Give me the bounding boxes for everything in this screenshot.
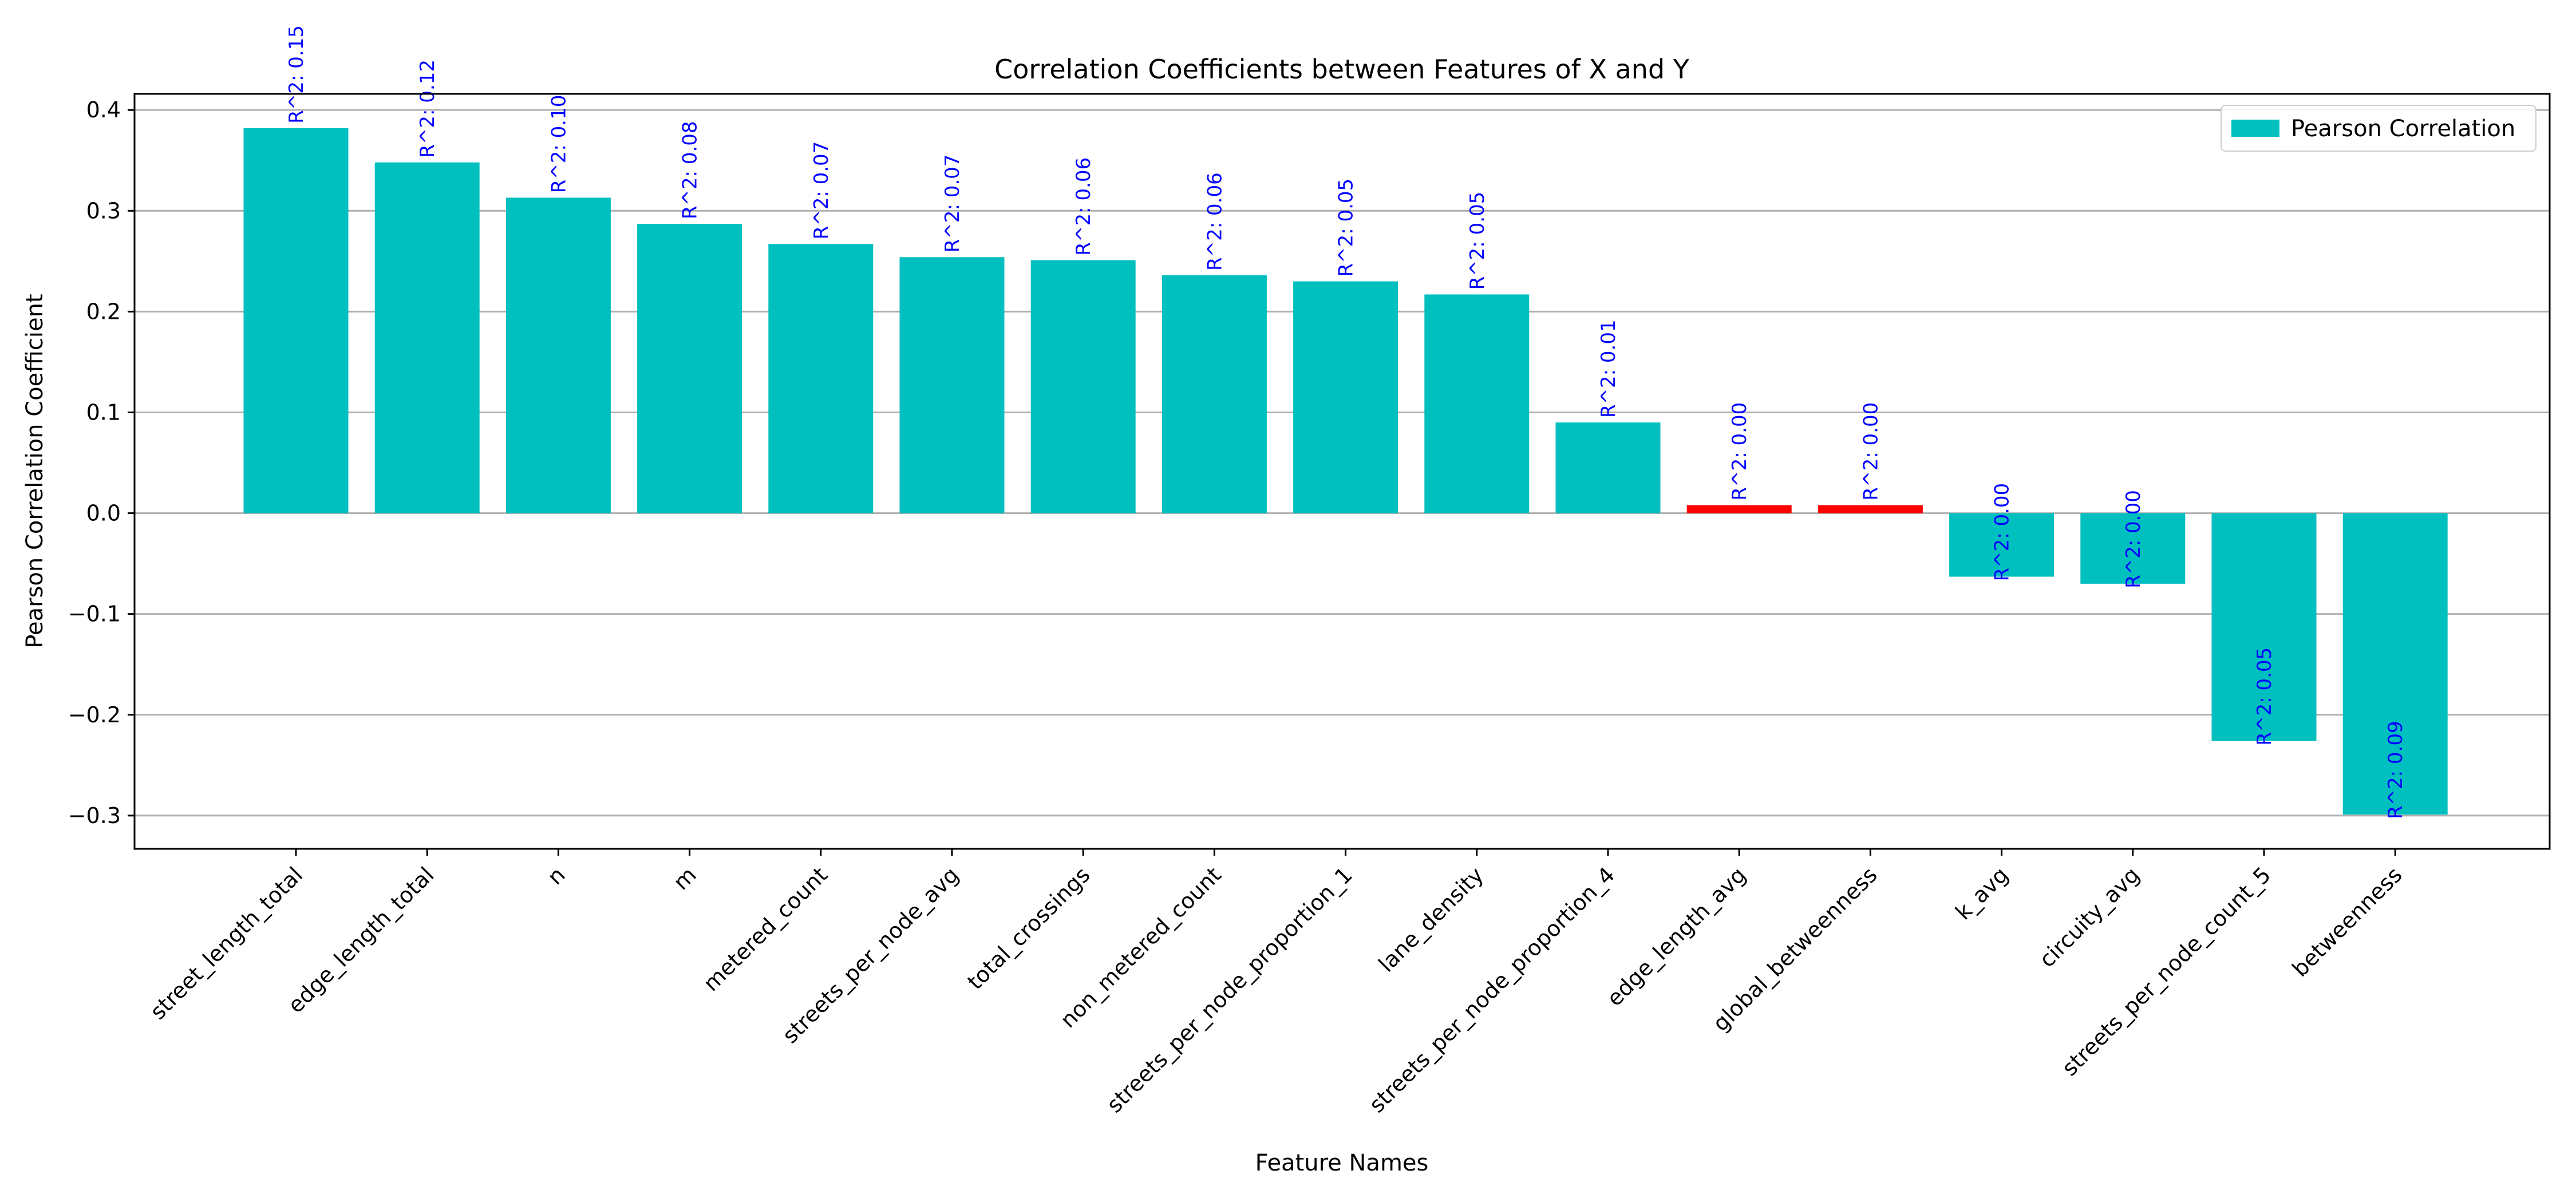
bar-street-length-total bbox=[243, 128, 349, 513]
bar-annotation: R^2: 0.06 bbox=[1203, 172, 1226, 271]
bars bbox=[243, 128, 2448, 815]
bar-annotation: R^2: 0.06 bbox=[1072, 157, 1095, 256]
bar-annotation: R^2: 0.00 bbox=[1991, 483, 2014, 582]
x-tick-label: k_avg bbox=[1950, 862, 2013, 925]
bar-edge-length-total bbox=[374, 162, 480, 513]
x-tick-label: n bbox=[543, 862, 570, 889]
y-tick-label: −0.2 bbox=[68, 702, 121, 727]
x-tick-label: betweenness bbox=[2287, 862, 2407, 982]
x-tick-label: streets_per_node_count_5 bbox=[2057, 862, 2275, 1081]
bar-k-avg bbox=[1949, 513, 2055, 577]
bar-total-crossings bbox=[1030, 260, 1136, 513]
bar-lane-density bbox=[1424, 294, 1530, 513]
x-tick-label: metered_count bbox=[698, 862, 832, 996]
bar-streets-per-node-count-5 bbox=[2211, 513, 2317, 741]
x-tick-label: total_crossings bbox=[962, 862, 1095, 994]
y-axis-label: Pearson Correlation Coefficient bbox=[22, 294, 48, 648]
bar-annotation: R^2: 0.10 bbox=[547, 95, 570, 193]
y-tick-label: 0.2 bbox=[86, 299, 121, 324]
legend-box bbox=[2221, 105, 2537, 152]
bar-edge-length-avg bbox=[1686, 505, 1792, 513]
bar-circuity-avg bbox=[2080, 513, 2186, 584]
y-tick-label: 0.0 bbox=[86, 501, 121, 526]
bar-annotations: R^2: 0.15 R^2: 0.12 R^2: 0.10 R^2: 0.08 R^2:… bbox=[285, 25, 2407, 819]
bar-annotation: R^2: 0.05 bbox=[2253, 647, 2276, 746]
legend-label: Pearson Correlation bbox=[2291, 116, 2515, 142]
x-tick-label: edge_length_avg bbox=[1602, 862, 1751, 1011]
bar-global-betweenness bbox=[1818, 505, 1923, 513]
bar-non-metered-count bbox=[1161, 275, 1267, 513]
bar-annotation: R^2: 0.15 bbox=[285, 25, 308, 124]
y-tick-label: 0.4 bbox=[86, 97, 121, 122]
bar-betweenness bbox=[2342, 513, 2448, 815]
bar-streets-per-node-proportion-4 bbox=[1555, 422, 1661, 513]
x-tick-label: edge_length_total bbox=[283, 862, 438, 1018]
bar-n bbox=[505, 197, 611, 513]
bar-annotation: R^2: 0.00 bbox=[1859, 402, 1882, 501]
y-tick-label: 0.3 bbox=[86, 198, 121, 223]
y-tick-label: −0.1 bbox=[68, 602, 121, 627]
bar-annotation: R^2: 0.07 bbox=[810, 141, 833, 240]
bar-annotation: R^2: 0.12 bbox=[416, 60, 439, 158]
bar-annotation: R^2: 0.00 bbox=[1728, 402, 1751, 501]
chart-title: Correlation Coefficients between Feature… bbox=[994, 54, 1690, 85]
bar-annotation: R^2: 0.05 bbox=[1466, 192, 1489, 290]
bar-streets-per-node-avg bbox=[899, 257, 1005, 513]
x-tick-label: streets_per_node_proportion_1 bbox=[1102, 862, 1357, 1117]
x-tick-label: circuity_avg bbox=[2034, 862, 2144, 972]
y-tick-label: 0.1 bbox=[86, 400, 121, 425]
y-axis: 0.4 0.3 0.2 0.1 0.0 −0.1 −0.2 −0.3 bbox=[68, 97, 135, 828]
bar-annotation: R^2: 0.09 bbox=[2384, 721, 2407, 819]
bar-annotation: R^2: 0.08 bbox=[679, 121, 702, 219]
y-tick-label: −0.3 bbox=[68, 803, 121, 828]
bar-annotation: R^2: 0.00 bbox=[2122, 490, 2145, 588]
plot-frame bbox=[133, 93, 2551, 850]
bar-annotation: R^2: 0.01 bbox=[1597, 319, 1620, 418]
legend: Pearson Correlation bbox=[2221, 105, 2537, 152]
bar-annotation: R^2: 0.05 bbox=[1335, 179, 1358, 277]
x-axis-label: Feature Names bbox=[1255, 1150, 1429, 1176]
bar-metered-count bbox=[768, 244, 874, 513]
bar-m bbox=[637, 224, 742, 513]
x-tick-label: streets_per_node_proportion_4 bbox=[1364, 862, 1619, 1117]
legend-swatch bbox=[2231, 120, 2279, 137]
x-tick-label: lane_density bbox=[1374, 862, 1489, 977]
bar-annotation: R^2: 0.07 bbox=[941, 155, 964, 253]
bar-streets-per-node-proportion-1 bbox=[1293, 281, 1398, 513]
x-tick-label: m bbox=[669, 862, 701, 895]
